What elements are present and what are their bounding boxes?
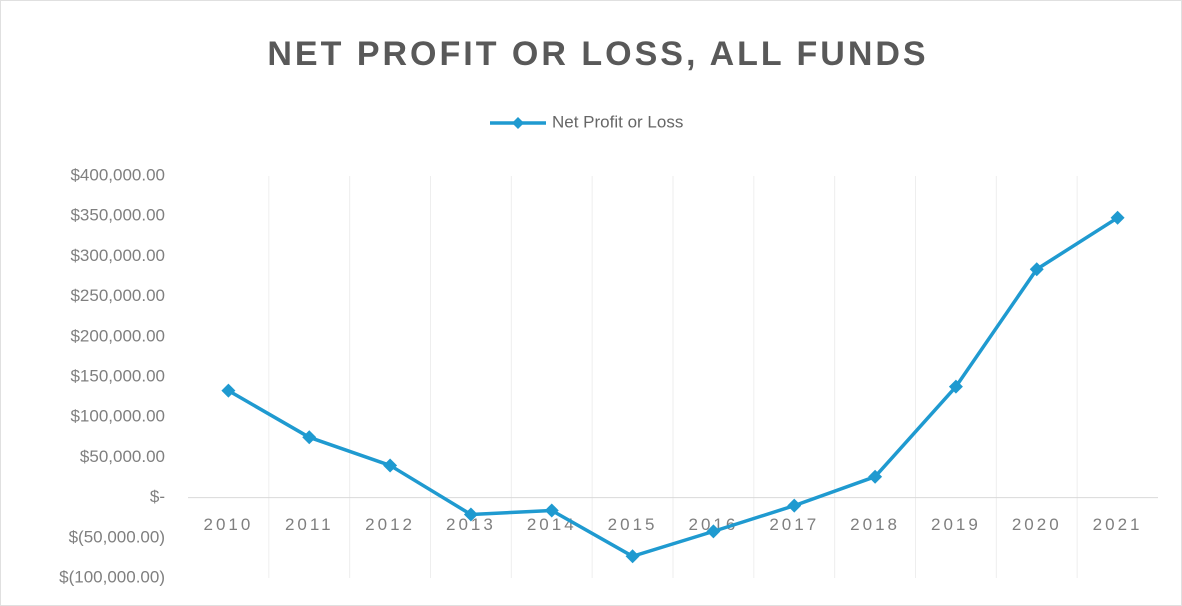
- data-point: [544, 503, 559, 518]
- y-tick-label: $-: [150, 487, 165, 506]
- data-point: [625, 549, 640, 564]
- x-tick-label: 2010: [204, 515, 254, 534]
- x-tick-label: 2013: [446, 515, 496, 534]
- y-tick-label: $200,000.00: [70, 326, 165, 345]
- data-point: [463, 507, 478, 522]
- data-point: [948, 379, 963, 394]
- y-tick-label: $100,000.00: [70, 407, 165, 426]
- x-tick-label: 2019: [931, 515, 981, 534]
- data-point: [1110, 210, 1125, 225]
- legend-marker: [512, 117, 524, 129]
- x-tick-label: 2017: [769, 515, 819, 534]
- data-point: [1029, 262, 1044, 277]
- y-tick-label: $150,000.00: [70, 366, 165, 385]
- y-tick-label: $400,000.00: [70, 165, 165, 184]
- y-tick-label: $(100,000.00): [59, 567, 165, 586]
- data-point: [868, 469, 883, 484]
- x-tick-label: 2020: [1012, 515, 1062, 534]
- y-tick-label: $350,000.00: [70, 206, 165, 225]
- x-tick-label: 2014: [527, 515, 577, 534]
- chart-title: NET PROFIT OR LOSS, ALL FUNDS: [267, 35, 928, 73]
- y-tick-label: $300,000.00: [70, 246, 165, 265]
- data-point: [302, 430, 317, 445]
- x-tick-label: 2018: [850, 515, 900, 534]
- series-line: [227, 216, 1119, 559]
- data-point: [706, 524, 721, 539]
- y-tick-label: $(50,000.00): [69, 527, 165, 546]
- legend-label: Net Profit or Loss: [552, 112, 683, 131]
- data-point: [383, 458, 398, 473]
- data-point: [221, 383, 236, 398]
- x-tick-label: 2015: [608, 515, 658, 534]
- y-tick-label: $250,000.00: [70, 286, 165, 305]
- data-point: [787, 498, 802, 513]
- x-tick-label: 2011: [285, 515, 334, 534]
- y-tick-label: $50,000.00: [80, 447, 165, 466]
- x-tick-label: 2021: [1093, 515, 1143, 534]
- x-tick-label: 2012: [365, 515, 415, 534]
